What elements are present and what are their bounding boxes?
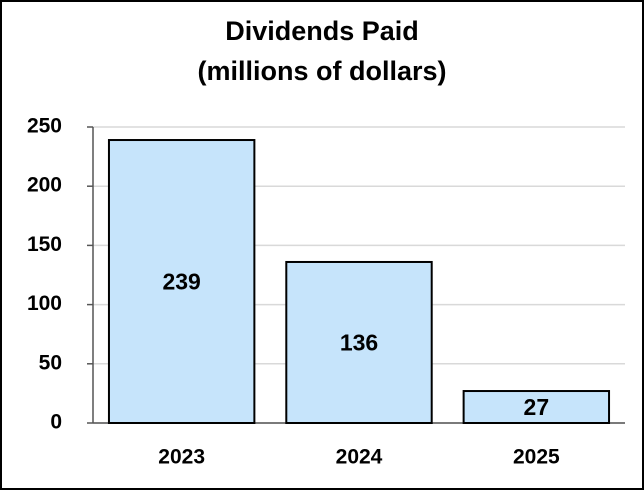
- bar: [107, 139, 256, 425]
- bar: [462, 390, 611, 425]
- y-tick-label: 250: [27, 115, 62, 138]
- y-tick-label: 0: [50, 411, 62, 434]
- value-label: 136: [340, 330, 378, 356]
- bar: [285, 260, 433, 425]
- x-tick-label: 2025: [513, 446, 560, 469]
- chart-title: Dividends Paid: [225, 16, 419, 46]
- x-tick-label: 2024: [336, 446, 383, 469]
- y-tick-label: 50: [39, 351, 62, 374]
- chart-subtitle: (millions of dollars): [197, 56, 446, 86]
- y-tick-label: 200: [27, 174, 62, 197]
- x-tick-label: 2023: [158, 446, 205, 469]
- value-label: 239: [162, 269, 200, 295]
- y-tick-label: 150: [27, 233, 62, 256]
- y-tick-label: 100: [27, 292, 62, 315]
- value-label: 27: [524, 394, 550, 420]
